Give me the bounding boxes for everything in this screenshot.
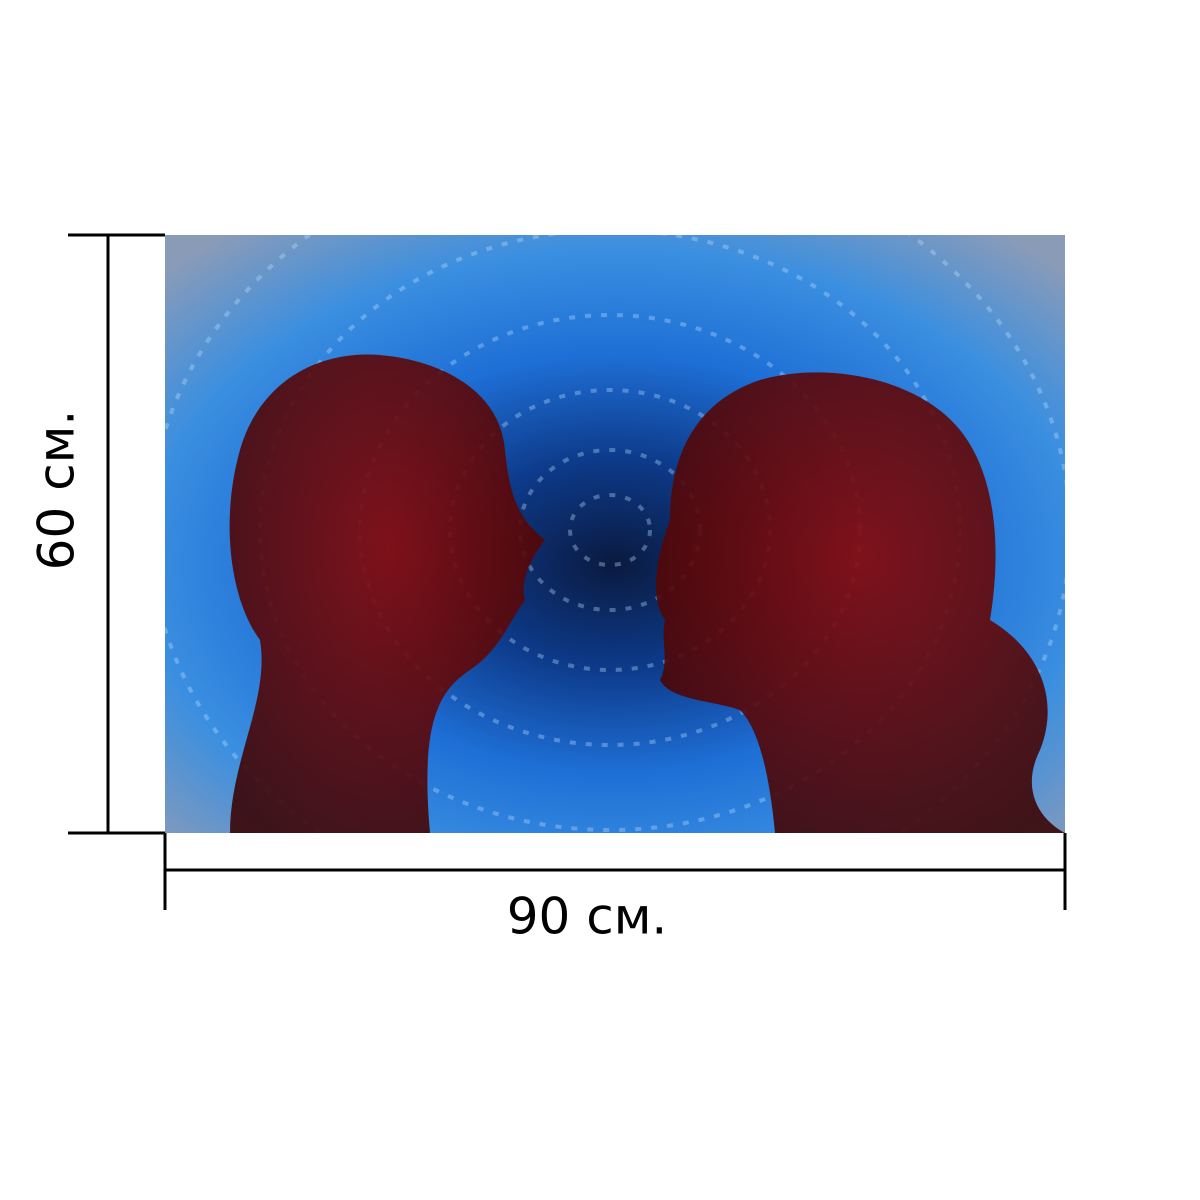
width-label: 90 см.: [507, 888, 668, 946]
height-label: 60 см.: [28, 410, 86, 571]
artwork: [165, 235, 1065, 833]
